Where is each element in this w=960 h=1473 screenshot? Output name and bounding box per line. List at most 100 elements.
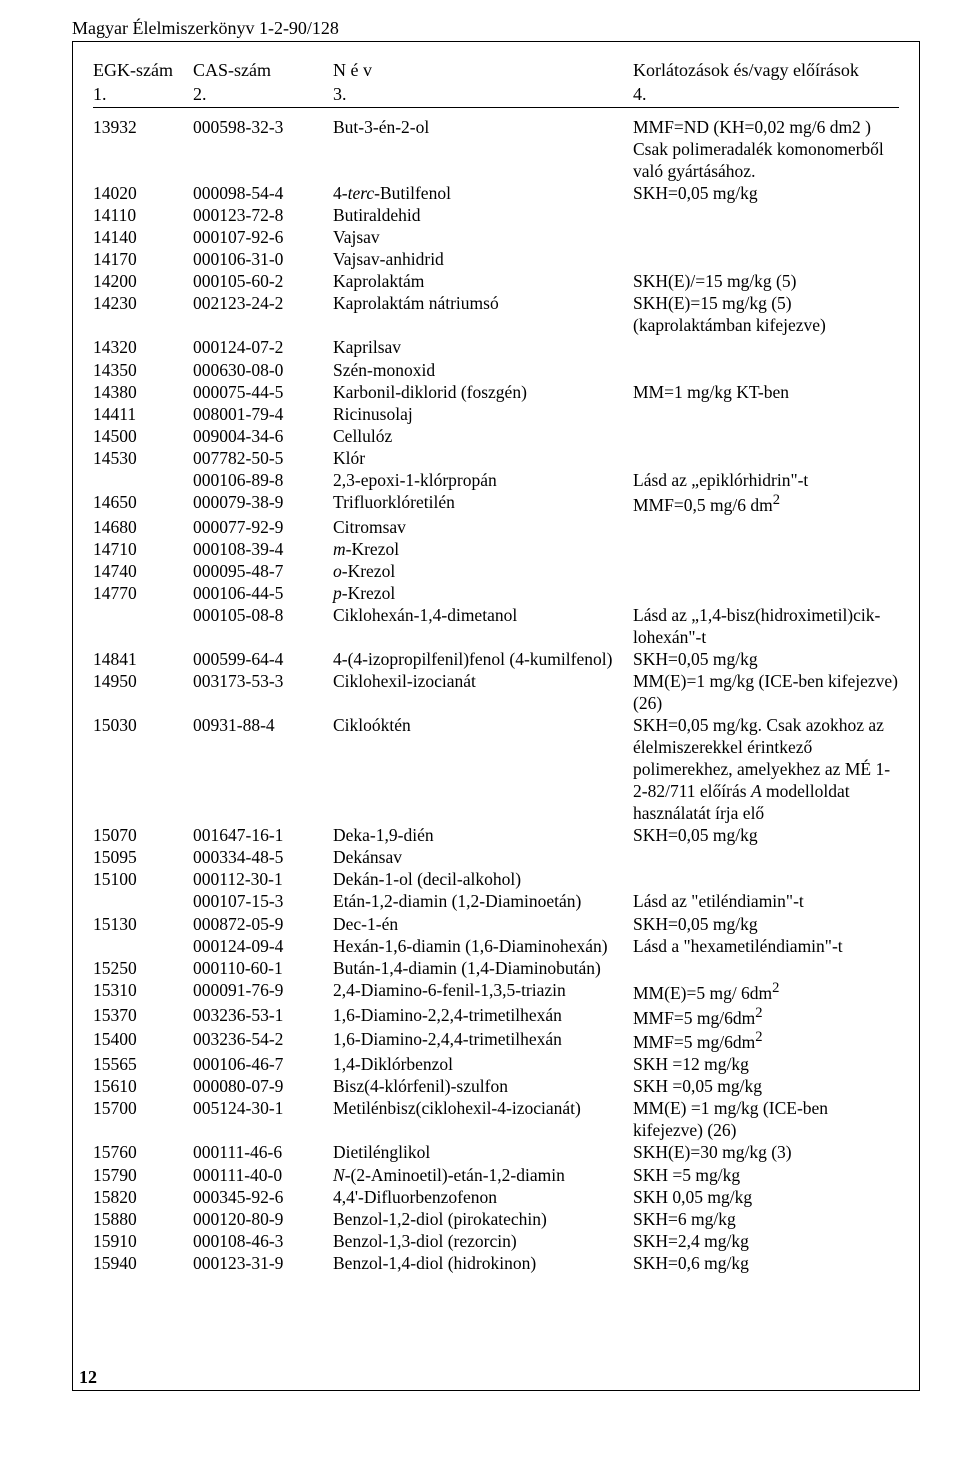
cell-egk: 14320 bbox=[93, 336, 193, 358]
cell-egk: 15940 bbox=[93, 1252, 193, 1274]
cell-cas: 000098-54-4 bbox=[193, 182, 333, 204]
th-egk: EGK-szám bbox=[93, 60, 193, 81]
cell-cas: 000872-05-9 bbox=[193, 913, 333, 935]
cell-egk: 14350 bbox=[93, 359, 193, 381]
cell-name: Cellulóz bbox=[333, 425, 633, 447]
cell-egk: 14650 bbox=[93, 491, 193, 516]
cell-restriction bbox=[633, 425, 899, 447]
table-body: 13932000598-32-3But-3-én-2-olMMF=ND (KH=… bbox=[93, 116, 899, 1274]
cell-restriction: SKH(E)=30 mg/kg (3) bbox=[633, 1141, 899, 1163]
cell-restriction: Csak polimeradalék komonomerből való gyá… bbox=[633, 138, 899, 182]
cell-egk: 15095 bbox=[93, 846, 193, 868]
cell-restriction: SKH =12 mg/kg bbox=[633, 1053, 899, 1075]
sub-4: 4. bbox=[633, 84, 899, 105]
cell-name: Kaprilsav bbox=[333, 336, 633, 358]
table-row: Csak polimeradalék komonomerből való gyá… bbox=[93, 138, 899, 182]
cell-cas: 000091-76-9 bbox=[193, 979, 333, 1004]
cell-name: 4-terc-Butilfenol bbox=[333, 182, 633, 204]
cell-cas: 003173-53-3 bbox=[193, 670, 333, 714]
cell-cas bbox=[193, 138, 333, 182]
table-row: 000107-15-3Etán-1,2-diamin (1,2-Diaminoe… bbox=[93, 890, 899, 912]
cell-cas: 000345-92-6 bbox=[193, 1186, 333, 1208]
cell-cas: 000111-46-6 bbox=[193, 1141, 333, 1163]
cell-cas: 000075-44-5 bbox=[193, 381, 333, 403]
cell-egk: 15790 bbox=[93, 1164, 193, 1186]
cell-name: Vajsav bbox=[333, 226, 633, 248]
cell-cas: 000107-15-3 bbox=[193, 890, 333, 912]
running-header: Magyar Élelmiszerkönyv 1-2-90/128 bbox=[72, 18, 920, 39]
cell-egk: 14740 bbox=[93, 560, 193, 582]
cell-restriction: SKH=0,05 mg/kg bbox=[633, 182, 899, 204]
cell-restriction: MM(E) =1 mg/kg (ICE-ben kifejezve) (26) bbox=[633, 1097, 899, 1141]
cell-cas: 003236-53-1 bbox=[193, 1004, 333, 1029]
cell-restriction bbox=[633, 846, 899, 868]
th-cas: CAS-szám bbox=[193, 60, 333, 81]
cell-egk: 15030 bbox=[93, 714, 193, 824]
table-row: 14200000105-60-2KaprolaktámSKH(E)/=15 mg… bbox=[93, 270, 899, 292]
cell-egk: 14380 bbox=[93, 381, 193, 403]
cell-restriction bbox=[633, 516, 899, 538]
cell-egk: 15700 bbox=[93, 1097, 193, 1141]
table-row: 15760000111-46-6DietilénglikolSKH(E)=30 … bbox=[93, 1141, 899, 1163]
sub-1: 1. bbox=[93, 84, 193, 105]
cell-egk: 14230 bbox=[93, 292, 193, 336]
cell-name: Dekánsav bbox=[333, 846, 633, 868]
table-row: 14020000098-54-44-terc-ButilfenolSKH=0,0… bbox=[93, 182, 899, 204]
table-row: 14500009004-34-6Cellulóz bbox=[93, 425, 899, 447]
table-row: 15070001647-16-1Deka-1,9-diénSKH=0,05 mg… bbox=[93, 824, 899, 846]
cell-egk: 15910 bbox=[93, 1230, 193, 1252]
cell-cas: 000630-08-0 bbox=[193, 359, 333, 381]
cell-restriction bbox=[633, 359, 899, 381]
cell-restriction: MMF=5 mg/6dm2 bbox=[633, 1028, 899, 1053]
cell-cas: 000598-32-3 bbox=[193, 116, 333, 138]
cell-cas: 001647-16-1 bbox=[193, 824, 333, 846]
cell-name: Benzol-1,3-diol (rezorcin) bbox=[333, 1230, 633, 1252]
cell-name: Benzol-1,4-diol (hidrokinon) bbox=[333, 1252, 633, 1274]
table-row: 15910000108-46-3Benzol-1,3-diol (rezorci… bbox=[93, 1230, 899, 1252]
cell-name: 1,4-Diklórbenzol bbox=[333, 1053, 633, 1075]
cell-restriction: SKH=0,05 mg/kg bbox=[633, 648, 899, 670]
cell-cas: 000111-40-0 bbox=[193, 1164, 333, 1186]
cell-name: 1,6-Diamino-2,2,4-trimetilhexán bbox=[333, 1004, 633, 1029]
cell-restriction bbox=[633, 868, 899, 890]
cell-egk: 15100 bbox=[93, 868, 193, 890]
cell-cas: 000123-31-9 bbox=[193, 1252, 333, 1274]
cell-name: 2,4-Diamino-6-fenil-1,3,5-triazin bbox=[333, 979, 633, 1004]
cell-cas: 000077-92-9 bbox=[193, 516, 333, 538]
cell-restriction: SKH=2,4 mg/kg bbox=[633, 1230, 899, 1252]
table-row: 14140000107-92-6Vajsav bbox=[93, 226, 899, 248]
cell-cas: 000120-80-9 bbox=[193, 1208, 333, 1230]
cell-restriction bbox=[633, 226, 899, 248]
table-row: 14110000123-72-8Butiraldehid bbox=[93, 204, 899, 226]
table-row: 15565000106-46-71,4-DiklórbenzolSKH =12 … bbox=[93, 1053, 899, 1075]
cell-name: Ciklohexán-1,4-dimetanol bbox=[333, 604, 633, 648]
cell-cas: 000112-30-1 bbox=[193, 868, 333, 890]
table-row: 15610000080-07-9Bisz(4-klórfenil)-szulfo… bbox=[93, 1075, 899, 1097]
th-name: N é v bbox=[333, 60, 633, 81]
cell-name: 4-(4-izopropilfenil)fenol (4-kumilfenol) bbox=[333, 648, 633, 670]
cell-name: p-Krezol bbox=[333, 582, 633, 604]
cell-egk: 14200 bbox=[93, 270, 193, 292]
table-row: 14320000124-07-2Kaprilsav bbox=[93, 336, 899, 358]
cell-egk: 15070 bbox=[93, 824, 193, 846]
cell-egk: 14680 bbox=[93, 516, 193, 538]
cell-egk: 15250 bbox=[93, 957, 193, 979]
cell-egk bbox=[93, 469, 193, 491]
cell-cas: 005124-30-1 bbox=[193, 1097, 333, 1141]
cell-name: Benzol-1,2-diol (pirokatechin) bbox=[333, 1208, 633, 1230]
cell-name: Dec-1-én bbox=[333, 913, 633, 935]
table-row: 000105-08-8Ciklohexán-1,4-dimetanolLásd … bbox=[93, 604, 899, 648]
cell-egk: 14841 bbox=[93, 648, 193, 670]
cell-name: 1,6-Diamino-2,4,4-trimetilhexán bbox=[333, 1028, 633, 1053]
table-header: EGK-szám CAS-szám N é v Korlátozások és/… bbox=[93, 60, 899, 81]
cell-name: Kaprolaktám bbox=[333, 270, 633, 292]
cell-name: Karbonil-diklorid (foszgén) bbox=[333, 381, 633, 403]
table-row: 15250000110-60-1Bután-1,4-diamin (1,4-Di… bbox=[93, 957, 899, 979]
cell-cas: 000095-48-7 bbox=[193, 560, 333, 582]
cell-cas: 000124-09-4 bbox=[193, 935, 333, 957]
sub-3: 3. bbox=[333, 84, 633, 105]
cell-cas: 007782-50-5 bbox=[193, 447, 333, 469]
cell-egk: 15760 bbox=[93, 1141, 193, 1163]
cell-restriction bbox=[633, 204, 899, 226]
table-row: 14230002123-24-2Kaprolaktám nátriumsóSKH… bbox=[93, 292, 899, 336]
